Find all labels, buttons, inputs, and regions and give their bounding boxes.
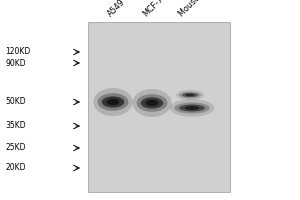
Ellipse shape — [182, 93, 198, 97]
Ellipse shape — [179, 92, 201, 98]
Ellipse shape — [98, 93, 128, 111]
Ellipse shape — [185, 94, 194, 96]
Text: 120KD: 120KD — [5, 47, 30, 56]
Text: 20KD: 20KD — [5, 164, 26, 172]
Ellipse shape — [185, 106, 199, 110]
Ellipse shape — [174, 102, 210, 114]
Text: 50KD: 50KD — [5, 98, 26, 106]
Ellipse shape — [107, 99, 119, 105]
Text: 35KD: 35KD — [5, 121, 26, 130]
Text: MCF-7: MCF-7 — [142, 0, 166, 18]
Text: Mouse Heart: Mouse Heart — [177, 0, 219, 18]
Text: 90KD: 90KD — [5, 58, 26, 68]
Ellipse shape — [179, 104, 205, 112]
Ellipse shape — [169, 99, 214, 117]
Ellipse shape — [176, 90, 204, 100]
Text: A549: A549 — [106, 0, 127, 18]
Ellipse shape — [136, 94, 167, 112]
Ellipse shape — [141, 97, 163, 109]
Ellipse shape — [93, 88, 133, 116]
Ellipse shape — [102, 96, 124, 108]
Bar — [88, 22, 230, 192]
Text: 25KD: 25KD — [5, 144, 26, 152]
Ellipse shape — [146, 100, 158, 106]
Ellipse shape — [132, 89, 172, 117]
